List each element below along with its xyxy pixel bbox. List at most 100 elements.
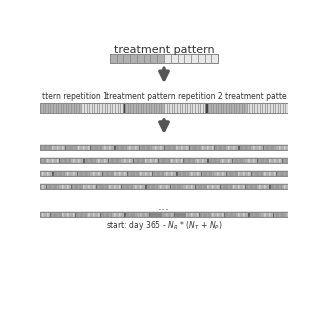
Bar xyxy=(164,54,171,63)
Bar xyxy=(98,145,100,150)
Bar xyxy=(79,103,81,113)
Bar xyxy=(87,158,88,163)
Bar xyxy=(147,212,148,217)
Bar xyxy=(59,158,60,163)
Bar xyxy=(207,158,209,163)
Bar xyxy=(175,212,176,217)
Bar xyxy=(141,103,143,113)
Bar xyxy=(258,212,260,217)
Bar xyxy=(180,158,181,163)
Bar xyxy=(265,103,267,113)
Bar xyxy=(64,171,65,176)
Bar xyxy=(201,184,203,189)
Bar xyxy=(91,184,92,189)
Bar xyxy=(181,171,183,176)
Bar xyxy=(128,171,129,176)
Bar xyxy=(201,158,203,163)
Bar xyxy=(49,212,50,217)
Bar xyxy=(61,158,62,163)
Bar xyxy=(276,212,277,217)
Bar xyxy=(247,103,249,113)
Bar xyxy=(118,171,119,176)
Bar xyxy=(263,212,264,217)
Bar xyxy=(215,171,216,176)
Bar xyxy=(86,103,89,113)
Bar xyxy=(199,158,200,163)
Bar xyxy=(284,158,285,163)
Bar xyxy=(238,184,240,189)
Bar xyxy=(272,158,273,163)
Bar xyxy=(140,158,142,163)
Bar xyxy=(150,184,152,189)
Bar xyxy=(168,184,169,189)
Bar xyxy=(279,184,281,189)
Bar xyxy=(47,158,49,163)
Bar xyxy=(84,103,86,113)
Bar xyxy=(70,171,71,176)
Bar xyxy=(159,103,161,113)
Bar xyxy=(201,145,203,150)
Bar xyxy=(283,158,284,163)
Bar xyxy=(109,145,111,150)
Bar xyxy=(131,184,132,189)
Bar xyxy=(274,171,276,176)
Bar xyxy=(272,184,273,189)
Bar xyxy=(176,158,178,163)
Bar xyxy=(205,184,206,189)
Bar xyxy=(232,158,234,163)
Bar xyxy=(184,212,185,217)
Bar xyxy=(237,158,238,163)
Bar xyxy=(152,171,153,176)
Bar xyxy=(51,184,52,189)
Bar xyxy=(231,103,234,113)
Bar xyxy=(227,212,228,217)
Bar xyxy=(165,212,166,217)
Bar xyxy=(177,103,180,113)
Bar xyxy=(228,171,230,176)
Bar xyxy=(242,158,244,163)
Bar xyxy=(276,145,277,150)
Bar xyxy=(217,184,219,189)
Bar xyxy=(178,145,179,150)
Bar xyxy=(173,171,174,176)
Bar xyxy=(211,184,212,189)
Bar xyxy=(111,145,112,150)
Bar xyxy=(108,184,109,189)
Bar xyxy=(112,145,113,150)
Bar xyxy=(51,145,52,150)
Bar xyxy=(170,145,172,150)
Bar xyxy=(221,103,223,113)
Bar xyxy=(242,145,244,150)
Bar xyxy=(273,145,274,150)
Bar xyxy=(40,212,288,217)
Bar xyxy=(235,145,236,150)
Bar xyxy=(77,158,78,163)
Bar xyxy=(163,145,164,150)
Bar xyxy=(263,171,264,176)
Bar xyxy=(59,145,60,150)
Bar xyxy=(181,212,183,217)
Bar xyxy=(47,171,49,176)
Bar xyxy=(121,158,122,163)
Bar xyxy=(196,184,197,189)
Bar xyxy=(220,158,221,163)
Bar xyxy=(78,171,80,176)
Bar xyxy=(155,212,156,217)
Bar xyxy=(152,145,153,150)
Bar xyxy=(237,212,238,217)
Bar xyxy=(261,145,262,150)
Bar xyxy=(56,212,57,217)
Bar xyxy=(113,145,115,150)
Bar xyxy=(250,184,251,189)
Bar xyxy=(149,212,150,217)
Bar xyxy=(252,184,253,189)
Bar xyxy=(256,171,257,176)
Bar xyxy=(133,158,134,163)
Bar xyxy=(172,158,173,163)
Bar xyxy=(285,103,288,113)
Bar xyxy=(260,171,261,176)
Bar xyxy=(92,158,93,163)
Bar xyxy=(60,145,61,150)
Bar xyxy=(113,184,115,189)
Bar xyxy=(41,212,43,217)
